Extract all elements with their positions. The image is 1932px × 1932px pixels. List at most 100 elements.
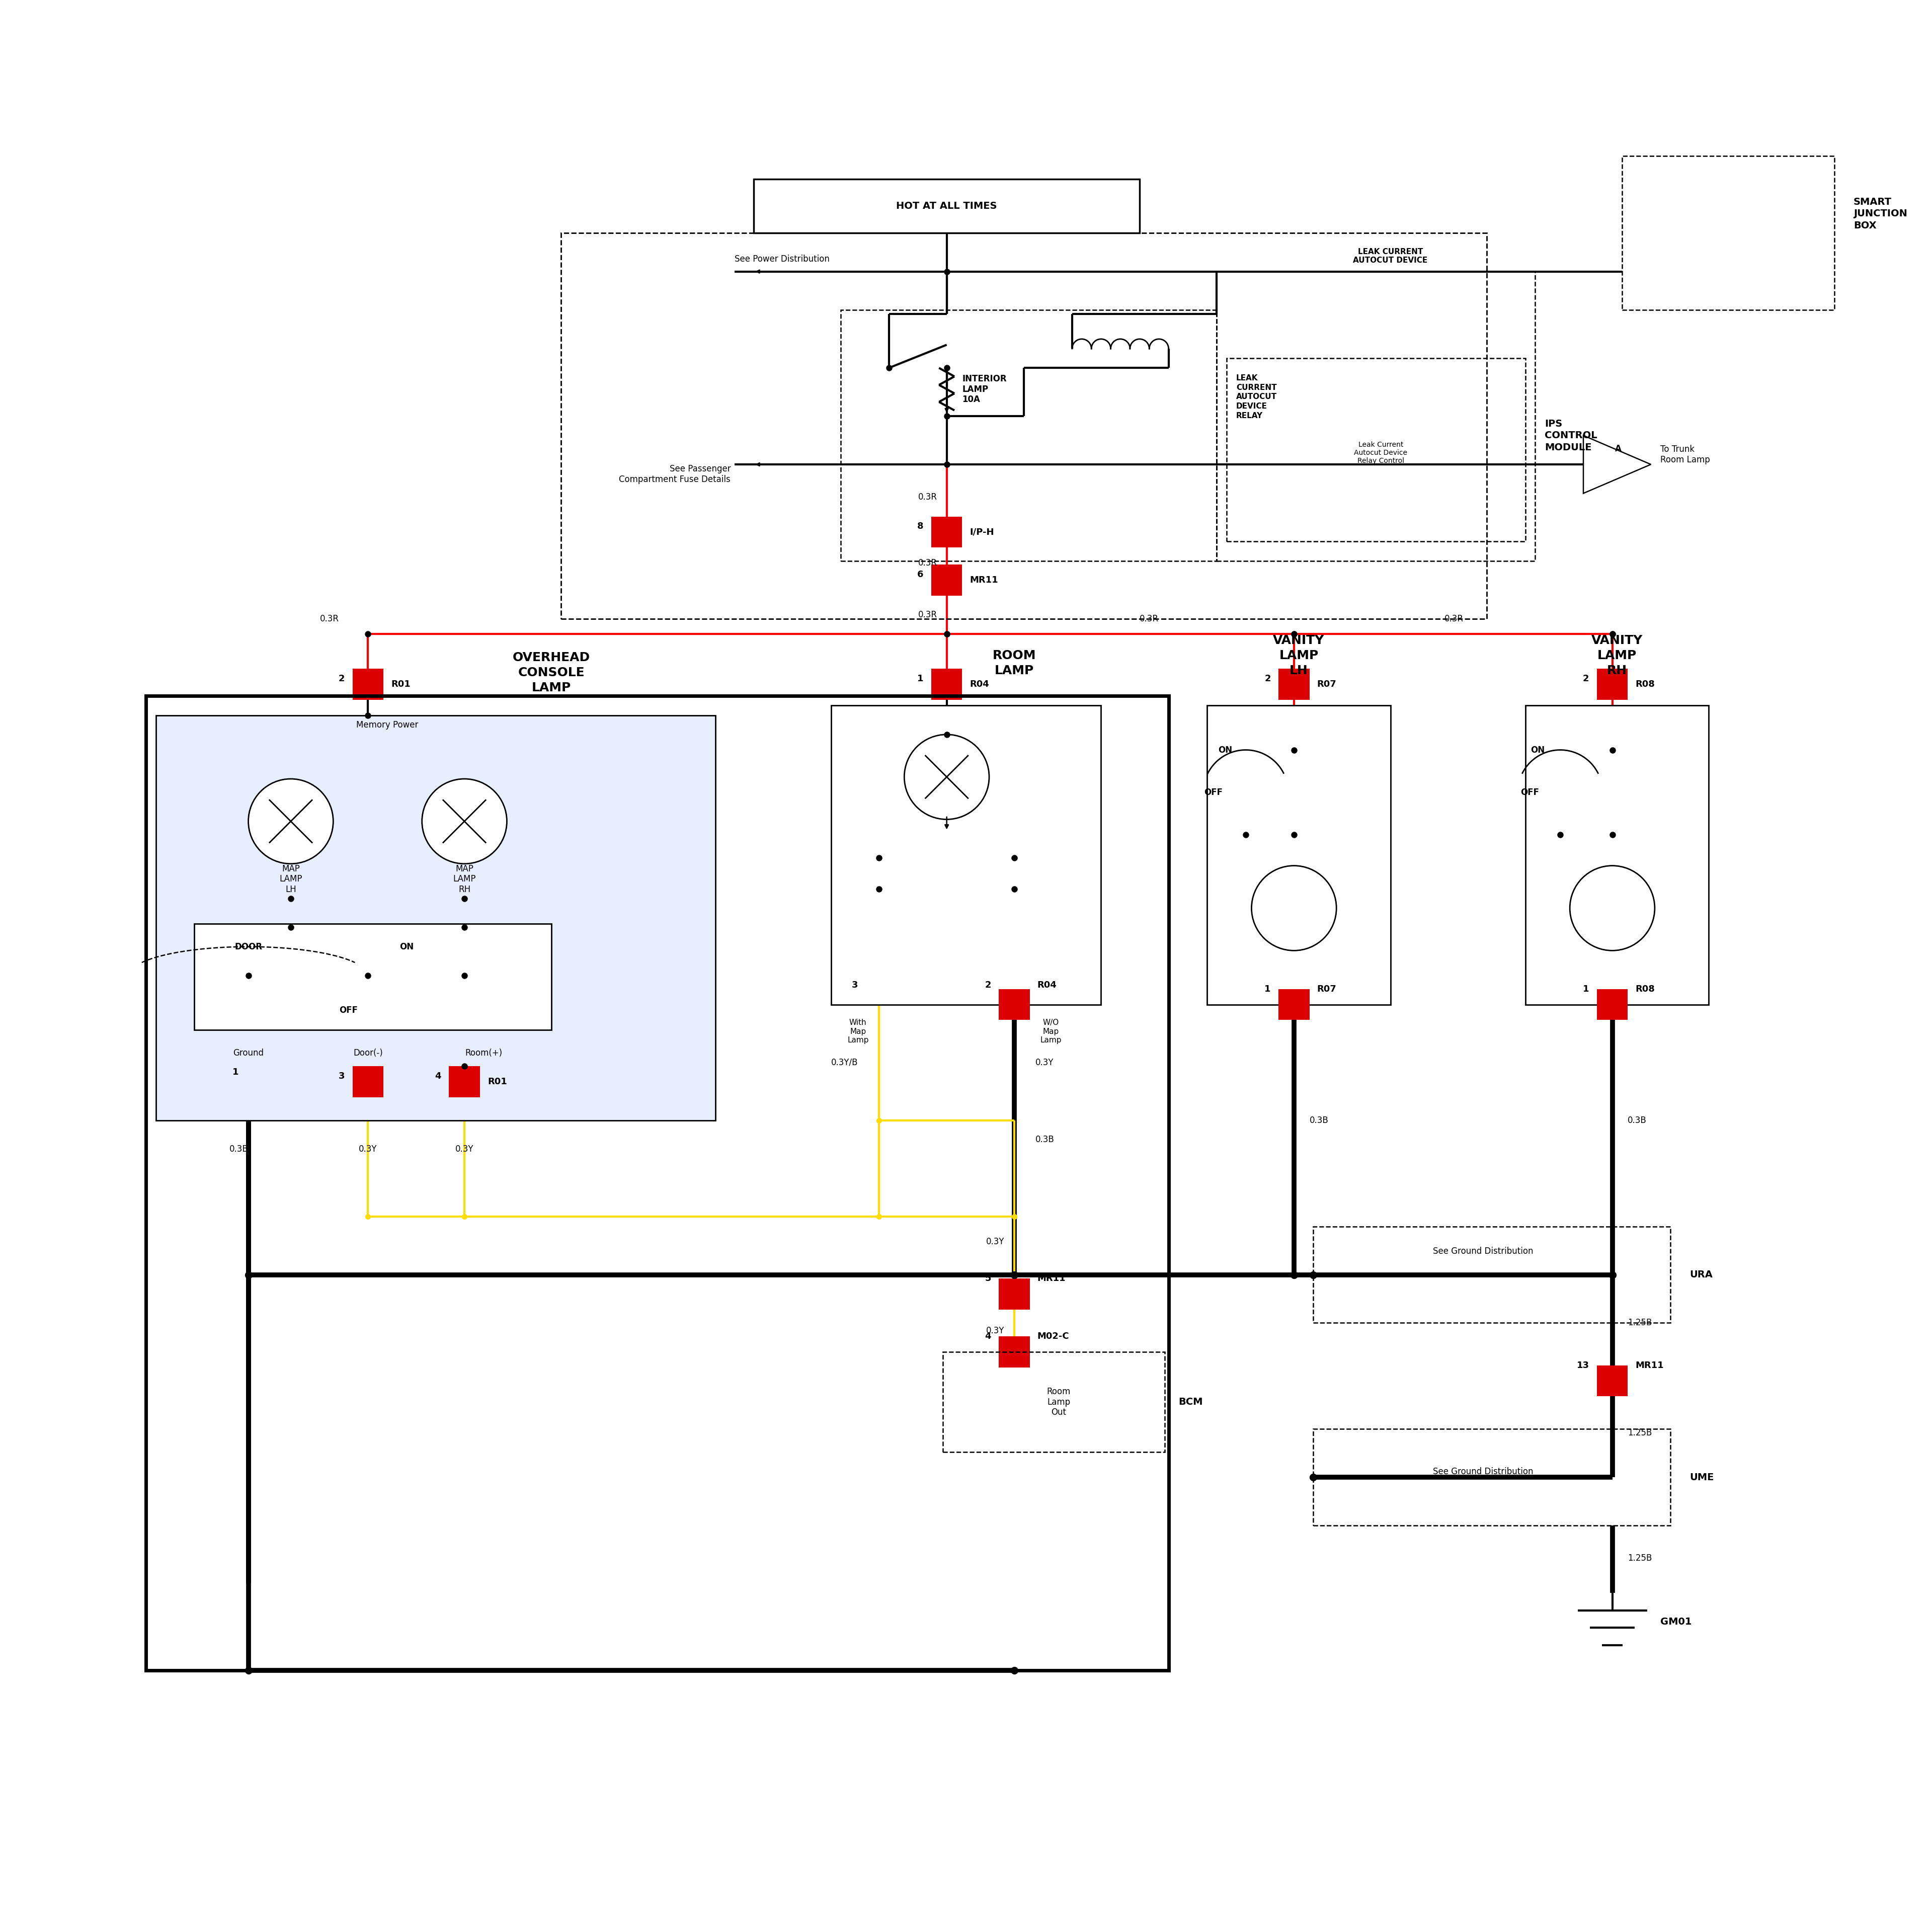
- Text: 0.3R: 0.3R: [918, 558, 937, 568]
- Bar: [931, 668, 962, 699]
- Text: MR11: MR11: [970, 576, 999, 585]
- Text: R07: R07: [1318, 680, 1337, 690]
- Bar: [999, 989, 1030, 1020]
- Text: Memory Power: Memory Power: [355, 721, 417, 730]
- Bar: [1598, 668, 1629, 699]
- Text: Door(-): Door(-): [354, 1049, 383, 1057]
- Text: Ground: Ground: [234, 1049, 263, 1057]
- Text: OVERHEAD
CONSOLE
LAMP: OVERHEAD CONSOLE LAMP: [512, 651, 589, 694]
- Text: 8: 8: [918, 522, 923, 531]
- Text: 0.3R: 0.3R: [1140, 614, 1159, 624]
- Text: 0.3Y: 0.3Y: [985, 1236, 1005, 1246]
- Text: 3: 3: [852, 981, 858, 989]
- Text: See Ground Distribution: See Ground Distribution: [1434, 1466, 1534, 1476]
- Text: With
Map
Lamp: With Map Lamp: [848, 1018, 869, 1043]
- Bar: [931, 564, 962, 595]
- Text: 1: 1: [232, 1068, 240, 1076]
- Text: M02-C: M02-C: [1037, 1331, 1070, 1341]
- Text: I/P-H: I/P-H: [970, 527, 995, 537]
- Text: 0.3B: 0.3B: [1036, 1136, 1055, 1144]
- Polygon shape: [1584, 435, 1650, 493]
- Text: 0.3Y: 0.3Y: [456, 1146, 473, 1153]
- Text: W/O
Map
Lamp: W/O Map Lamp: [1039, 1018, 1061, 1043]
- Bar: [831, 705, 1101, 1005]
- Text: 0.3Y: 0.3Y: [359, 1146, 377, 1153]
- Bar: [156, 715, 715, 1121]
- Text: To Trunk
Room Lamp: To Trunk Room Lamp: [1660, 444, 1710, 464]
- Text: R08: R08: [1634, 985, 1656, 993]
- Bar: [147, 696, 1169, 1669]
- Text: 3: 3: [338, 1072, 344, 1080]
- Bar: [840, 309, 1217, 560]
- Circle shape: [421, 779, 506, 864]
- Text: MR11: MR11: [1037, 1273, 1066, 1283]
- Text: Room(+): Room(+): [466, 1049, 502, 1057]
- Text: 2: 2: [985, 981, 991, 989]
- Text: 0.3R: 0.3R: [1445, 614, 1464, 624]
- Text: 4: 4: [985, 1331, 991, 1341]
- Text: R01: R01: [487, 1078, 506, 1086]
- Text: URA: URA: [1689, 1269, 1712, 1279]
- Bar: [195, 923, 551, 1030]
- Text: SMART
JUNCTION
BOX: SMART JUNCTION BOX: [1853, 197, 1907, 230]
- Text: ON: ON: [1530, 746, 1546, 755]
- Text: UME: UME: [1689, 1472, 1714, 1482]
- Text: 0.3R: 0.3R: [319, 614, 338, 624]
- Bar: [1208, 705, 1391, 1005]
- Bar: [1598, 1366, 1629, 1397]
- Bar: [999, 1279, 1030, 1310]
- Bar: [352, 1066, 383, 1097]
- Text: ROOM
LAMP: ROOM LAMP: [993, 649, 1036, 676]
- Text: MR11: MR11: [1634, 1360, 1663, 1370]
- Text: R04: R04: [1037, 981, 1057, 989]
- Text: 0.3B: 0.3B: [230, 1146, 247, 1153]
- Text: OFF: OFF: [1204, 788, 1223, 796]
- Text: 2: 2: [1582, 674, 1590, 684]
- Bar: [1227, 357, 1526, 541]
- Text: R08: R08: [1634, 680, 1656, 690]
- Circle shape: [904, 734, 989, 819]
- Text: 6: 6: [918, 570, 923, 580]
- Text: See Ground Distribution: See Ground Distribution: [1434, 1246, 1534, 1256]
- Bar: [1314, 1430, 1669, 1526]
- Bar: [1314, 1227, 1669, 1323]
- Text: 1: 1: [1265, 985, 1271, 993]
- Text: GM01: GM01: [1660, 1617, 1692, 1627]
- Text: R07: R07: [1318, 985, 1337, 993]
- Bar: [753, 180, 1140, 234]
- Bar: [943, 1352, 1165, 1453]
- Text: 4: 4: [435, 1072, 440, 1080]
- Bar: [931, 516, 962, 547]
- Text: 0.3Y: 0.3Y: [985, 1325, 1005, 1335]
- Bar: [352, 668, 383, 699]
- Text: See Power Distribution: See Power Distribution: [734, 255, 829, 265]
- Text: INTERIOR
LAMP
10A: INTERIOR LAMP 10A: [962, 375, 1007, 404]
- Text: 2: 2: [1265, 674, 1271, 684]
- Text: MAP
LAMP
LH: MAP LAMP LH: [280, 864, 301, 895]
- Bar: [1623, 156, 1833, 309]
- Text: 1.25B: 1.25B: [1629, 1318, 1652, 1327]
- Bar: [448, 1066, 479, 1097]
- Text: 0.3Y/B: 0.3Y/B: [831, 1059, 858, 1066]
- Circle shape: [1252, 866, 1337, 951]
- Text: MAP
LAMP
RH: MAP LAMP RH: [452, 864, 475, 895]
- Text: R04: R04: [970, 680, 989, 690]
- Text: 1.25B: 1.25B: [1629, 1553, 1652, 1563]
- Text: 0.3B: 0.3B: [1310, 1117, 1329, 1124]
- Bar: [999, 1337, 1030, 1368]
- Text: OFF: OFF: [340, 1007, 357, 1014]
- Text: 1: 1: [1582, 985, 1590, 993]
- Text: 0.3R: 0.3R: [918, 493, 937, 502]
- Bar: [1526, 705, 1708, 1005]
- Text: See Passenger
Compartment Fuse Details: See Passenger Compartment Fuse Details: [618, 464, 730, 483]
- Text: OFF: OFF: [1520, 788, 1540, 796]
- Text: VANITY
LAMP
RH: VANITY LAMP RH: [1592, 634, 1642, 676]
- Bar: [1217, 272, 1536, 560]
- Text: 2: 2: [338, 674, 344, 684]
- Text: ON: ON: [1217, 746, 1233, 755]
- Text: 1.25B: 1.25B: [1629, 1428, 1652, 1437]
- Text: 1: 1: [918, 674, 923, 684]
- Text: HOT AT ALL TIMES: HOT AT ALL TIMES: [896, 201, 997, 211]
- Circle shape: [249, 779, 332, 864]
- Text: 13: 13: [1577, 1360, 1590, 1370]
